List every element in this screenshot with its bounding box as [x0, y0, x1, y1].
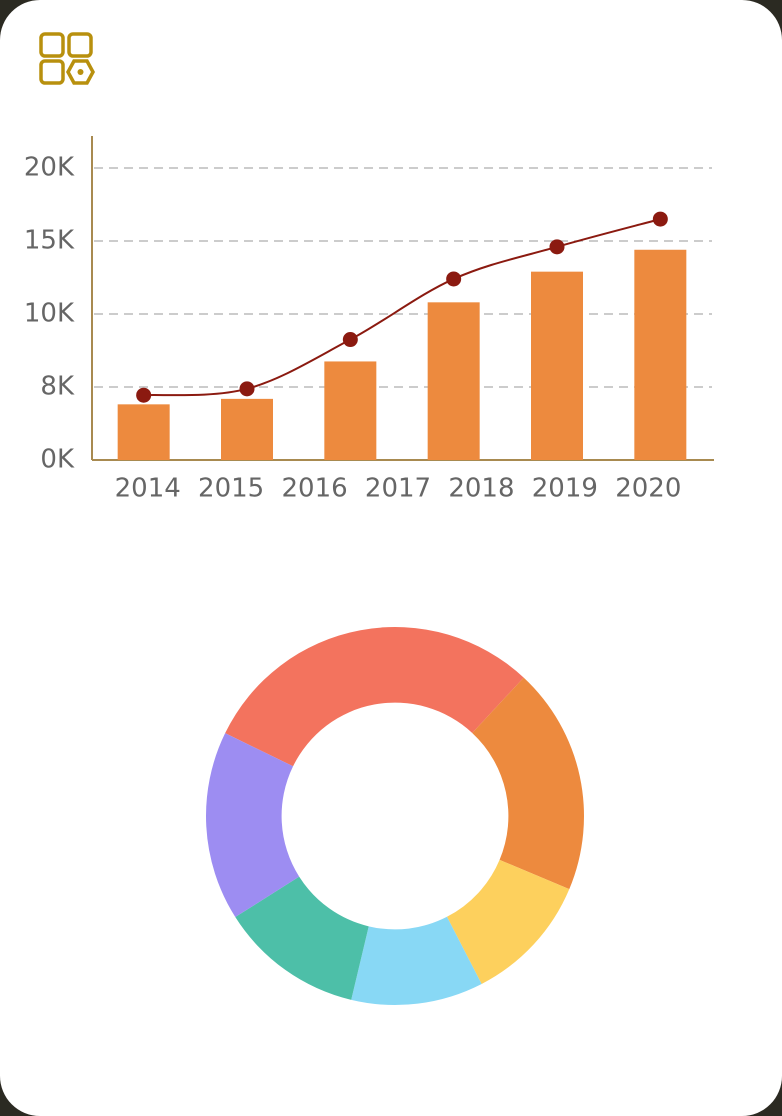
- line-point: [239, 381, 255, 397]
- donut-slice: [225, 626, 524, 767]
- y-tick-label: 20K: [24, 153, 75, 183]
- line-point: [136, 387, 152, 403]
- x-tick-label: 2018: [448, 474, 514, 504]
- bar: [117, 404, 170, 460]
- donut-slice: [206, 733, 300, 918]
- line-point: [652, 211, 668, 227]
- bar: [324, 361, 377, 460]
- x-tick-label: 2020: [615, 474, 681, 504]
- bar: [221, 398, 273, 460]
- y-tick-label: 8K: [40, 372, 75, 402]
- y-tick-label: 10K: [24, 299, 75, 329]
- donut-slice: [351, 916, 482, 1005]
- bar: [427, 302, 480, 460]
- bar: [531, 271, 583, 460]
- donut-slice: [446, 859, 570, 984]
- y-tick-label: 15K: [24, 226, 75, 256]
- donut-slice: [235, 876, 369, 1000]
- line-point: [446, 271, 462, 287]
- donut-slice: [472, 677, 584, 890]
- line: [143, 218, 661, 397]
- y-tick-label: 0K: [40, 445, 75, 475]
- app-icon[interactable]: [39, 32, 95, 85]
- line-point: [342, 332, 358, 348]
- x-tick-label: 2019: [532, 474, 598, 504]
- line-point: [549, 239, 565, 255]
- x-tick-label: 2017: [365, 474, 431, 504]
- x-tick-label: 2014: [115, 474, 181, 504]
- x-tick-label: 2016: [281, 474, 347, 504]
- bar: [634, 249, 687, 460]
- x-tick-label: 2015: [198, 474, 264, 504]
